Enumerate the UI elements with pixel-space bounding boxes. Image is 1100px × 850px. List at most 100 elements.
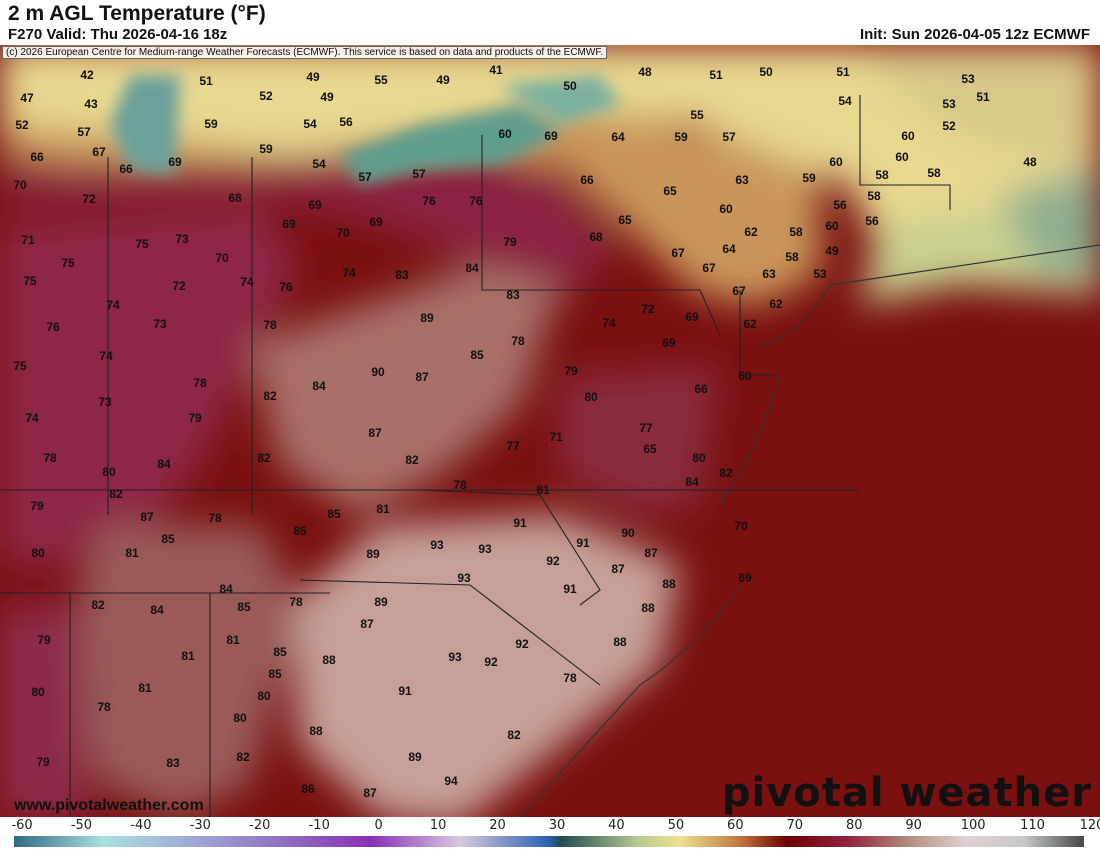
temperature-label: 54 [303, 117, 317, 131]
temperature-label: 78 [453, 478, 467, 492]
temperature-label: 80 [257, 689, 271, 703]
temperature-label: 52 [15, 118, 29, 132]
colorbar-tick: -10 [308, 818, 330, 833]
temperature-label: 68 [589, 230, 603, 244]
colorbar-tick: 10 [429, 818, 447, 833]
colorbar-tick: -30 [189, 818, 211, 833]
temperature-label: 69 [685, 310, 699, 324]
temperature-label: 92 [515, 637, 529, 651]
temperature-map[interactable]: 42 51 49 55 49 41 50 48 51 50 51 53 47 43 52 49 54 53 51 52… [0, 45, 1100, 817]
temperature-label: 74 [106, 298, 120, 312]
temperature-label: 49 [436, 73, 450, 87]
temperature-label: 73 [153, 317, 167, 331]
temperature-label: 51 [709, 68, 723, 82]
temperature-label: 76 [279, 280, 293, 294]
temperature-label: 77 [639, 421, 653, 435]
temperature-label: 89 [374, 595, 388, 609]
website-watermark[interactable]: www.pivotalweather.com [14, 797, 204, 814]
temperature-label: 88 [641, 601, 655, 615]
temperature-label: 60 [901, 129, 915, 143]
temperature-label: 51 [199, 74, 213, 88]
temperature-label: 51 [976, 90, 990, 104]
temperature-label: 63 [762, 267, 776, 281]
temperature-label: 71 [549, 430, 563, 444]
temperature-label: 78 [208, 511, 222, 525]
temperature-label: 53 [942, 97, 956, 111]
temperature-label: 43 [84, 97, 98, 111]
temperature-label: 50 [563, 79, 577, 93]
temperature-label: 53 [961, 72, 975, 86]
temperature-label: 56 [833, 198, 847, 212]
colorbar-tick: 40 [608, 818, 625, 833]
map-title: 2 m AGL Temperature (°F) [8, 2, 266, 25]
temperature-label: 84 [219, 582, 233, 596]
colorbar-tick: 70 [786, 818, 804, 833]
colorbar-tick: -60 [11, 818, 33, 833]
state-borders [0, 95, 951, 817]
temperature-label: 79 [37, 633, 51, 647]
temperature-label: 75 [13, 359, 27, 373]
temperature-label: 67 [92, 145, 106, 159]
temperature-label: 84 [685, 475, 699, 489]
colorbar-tick: 110 [1020, 818, 1045, 833]
temperature-label: 59 [259, 142, 273, 156]
temperature-label: 52 [259, 89, 273, 103]
temperature-label: 66 [694, 382, 708, 396]
temperature-label: 70 [734, 519, 748, 533]
temperature-label: 68 [228, 191, 242, 205]
temperature-label: 74 [602, 316, 616, 330]
temperature-label: 50 [759, 65, 773, 79]
temperature-label: 78 [511, 334, 525, 348]
temperature-label: 85 [273, 645, 287, 659]
temperature-label: 58 [875, 168, 889, 182]
temperature-label: 60 [825, 219, 839, 233]
temperature-label: 48 [1023, 155, 1037, 169]
temperature-label: 67 [671, 246, 685, 260]
colorbar-tick: 30 [548, 818, 566, 833]
temperature-label: 51 [836, 65, 850, 79]
temperature-label: 87 [415, 370, 429, 384]
temperature-label: 72 [82, 192, 96, 206]
temperature-label: 48 [638, 65, 652, 79]
temperature-label: 81 [376, 502, 390, 516]
temperature-label: 80 [102, 465, 116, 479]
temperature-label: 81 [125, 546, 139, 560]
temperature-label: 62 [769, 297, 783, 311]
temperature-label: 55 [374, 73, 388, 87]
temperature-label: 85 [237, 600, 251, 614]
temperature-label: 59 [204, 117, 218, 131]
temperature-label: 82 [236, 750, 250, 764]
temperature-label: 54 [838, 94, 852, 108]
temperature-label: 78 [43, 451, 57, 465]
temperature-label: 82 [109, 487, 123, 501]
temperature-label: 70 [215, 251, 229, 265]
temperature-label: 65 [618, 213, 632, 227]
temperature-label: 57 [722, 130, 736, 144]
temperature-label: 82 [91, 598, 105, 612]
temperature-label: 78 [263, 318, 277, 332]
temperature-label: 67 [732, 284, 746, 298]
temperature-label: 91 [563, 582, 577, 596]
temperature-label: 80 [692, 451, 706, 465]
temperature-label: 60 [895, 150, 909, 164]
temperature-label: 84 [312, 379, 326, 393]
temperature-label: 87 [644, 546, 658, 560]
colorbar-tick: -40 [130, 818, 152, 833]
temperature-label: 75 [23, 274, 37, 288]
temperature-label: 75 [135, 237, 149, 251]
temperature-label: 67 [702, 261, 716, 275]
temperature-label: 79 [188, 411, 202, 425]
temperature-label: 88 [613, 635, 627, 649]
colorbar-tick: 90 [905, 818, 922, 833]
temperature-label: 79 [30, 499, 44, 513]
temperature-label: 65 [643, 442, 657, 456]
temperature-label: 62 [743, 317, 757, 331]
temperature-label: 57 [412, 167, 426, 181]
temperature-label: 64 [611, 130, 625, 144]
temperature-label: 70 [13, 178, 27, 192]
temperature-label: 74 [99, 349, 113, 363]
temperature-label: 56 [865, 214, 879, 228]
temperature-label: 52 [942, 119, 956, 133]
temperature-label: 66 [119, 162, 133, 176]
temperature-label: 41 [489, 63, 503, 77]
